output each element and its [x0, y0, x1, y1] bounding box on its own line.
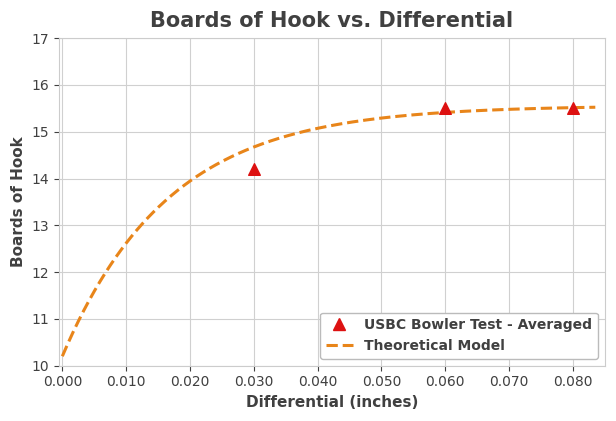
Legend: USBC Bowler Test - Averaged, Theoretical Model: USBC Bowler Test - Averaged, Theoretical… [320, 313, 598, 359]
Point [440, 105, 450, 112]
Title: Boards of Hook vs. Differential: Boards of Hook vs. Differential [150, 11, 514, 31]
Y-axis label: Boards of Hook: Boards of Hook [11, 136, 26, 267]
X-axis label: Differential (inches): Differential (inches) [246, 395, 418, 410]
Point [568, 105, 578, 112]
Point [249, 166, 259, 173]
